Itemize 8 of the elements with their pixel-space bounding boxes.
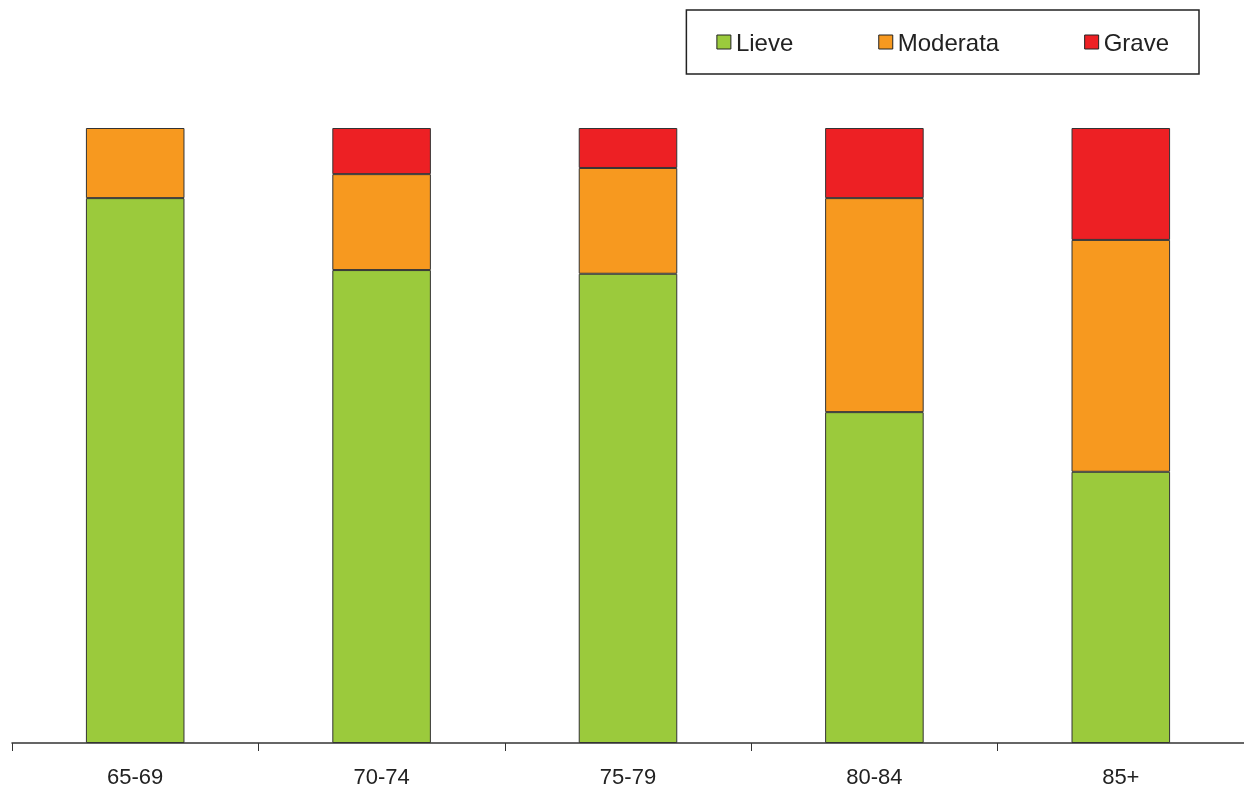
- legend-label: Grave: [1103, 28, 1169, 56]
- x-tick-label: 65-69: [107, 763, 164, 789]
- legend-label: Moderata: [897, 28, 1000, 56]
- x-tick-label: 70-74: [353, 763, 410, 789]
- legend-label: Lieve: [735, 28, 794, 56]
- x-tick-label: 85+: [1102, 763, 1140, 789]
- x-tick-label: 80-84: [846, 763, 903, 789]
- x-tick-label: 75-79: [599, 763, 657, 789]
